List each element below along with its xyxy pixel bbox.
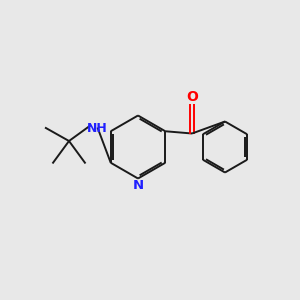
Text: NH: NH (87, 122, 108, 136)
Text: O: O (186, 90, 198, 104)
Text: N: N (133, 178, 144, 192)
